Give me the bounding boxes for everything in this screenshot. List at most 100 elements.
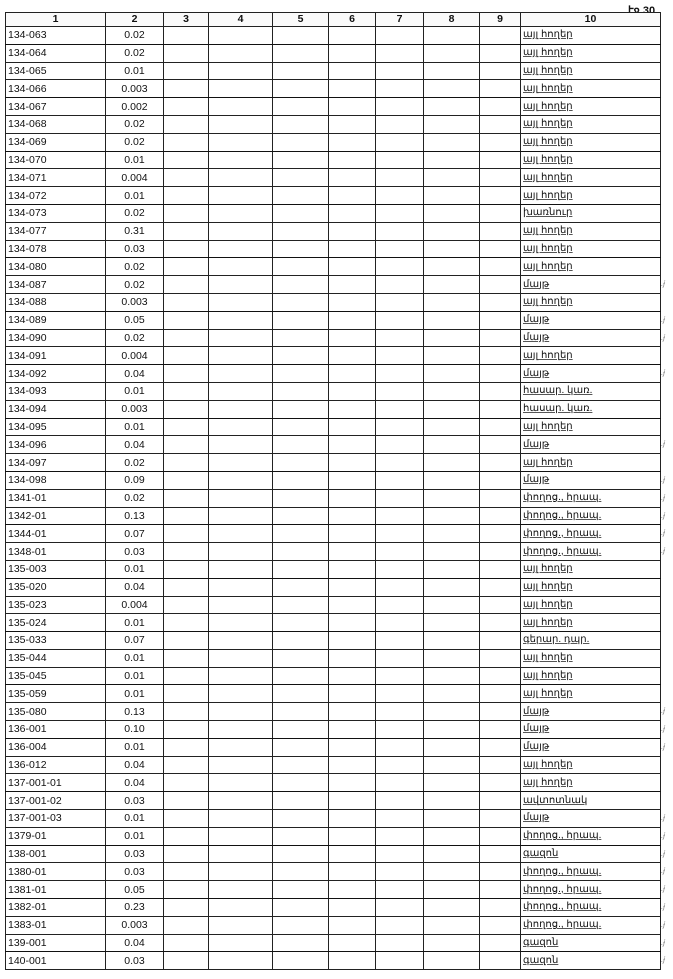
table-row: 137-001-03 0.01 մայթ xyxy=(5,809,661,828)
parcel-area: 0.002 xyxy=(105,97,164,116)
empty-cell xyxy=(163,702,209,722)
column-header-10: 10 xyxy=(520,12,661,27)
empty-cell xyxy=(423,435,480,455)
empty-cell xyxy=(328,310,376,330)
empty-cell xyxy=(479,61,521,81)
parcel-id: 1379-01 xyxy=(5,826,106,846)
empty-cell xyxy=(272,239,329,259)
empty-cell xyxy=(375,453,424,472)
empty-cell xyxy=(479,292,521,312)
parcel-id: 136-012 xyxy=(5,755,106,775)
empty-cell xyxy=(328,773,376,793)
table-row: 134-097 0.02 այլ հողեր xyxy=(5,453,661,472)
empty-cell xyxy=(423,648,480,668)
table-row: 1383-01 0.003 փողոց., հրապ. xyxy=(5,915,661,935)
empty-cell xyxy=(479,791,521,811)
empty-cell xyxy=(479,257,521,277)
handwritten-margin-mark: .ɉ xyxy=(661,724,665,733)
empty-cell xyxy=(163,310,209,330)
empty-cell xyxy=(163,221,209,241)
empty-cell xyxy=(163,399,209,419)
parcel-id: 134-096 xyxy=(5,435,106,455)
parcel-id: 134-078 xyxy=(5,239,106,259)
land-use: գերար. դպր. xyxy=(520,631,661,650)
empty-cell xyxy=(423,506,480,526)
land-use: այլ հողեր xyxy=(520,257,661,277)
empty-cell xyxy=(423,577,480,597)
land-use: այլ հողեր xyxy=(520,773,661,793)
empty-cell xyxy=(328,720,376,739)
empty-cell xyxy=(163,862,209,882)
empty-cell xyxy=(272,132,329,152)
parcel-id: 135-080 xyxy=(5,702,106,722)
empty-cell xyxy=(423,381,480,401)
empty-cell xyxy=(328,631,376,650)
land-use: այլ հողեր xyxy=(520,666,661,686)
empty-cell xyxy=(272,773,329,793)
empty-cell xyxy=(208,275,273,294)
parcel-area: 0.02 xyxy=(105,203,164,223)
empty-cell xyxy=(423,168,480,188)
parcel-area: 0.01 xyxy=(105,150,164,170)
parcel-area: 0.23 xyxy=(105,898,164,917)
table-row: 134-080 0.02 այլ հողեր xyxy=(5,257,661,277)
empty-cell xyxy=(375,26,424,45)
empty-cell xyxy=(375,381,424,401)
empty-cell xyxy=(479,559,521,579)
parcel-id: 135-059 xyxy=(5,684,106,704)
empty-cell xyxy=(272,826,329,846)
empty-cell xyxy=(328,26,376,45)
parcel-area: 0.04 xyxy=(105,577,164,597)
empty-cell xyxy=(163,666,209,686)
empty-cell xyxy=(479,417,521,437)
empty-cell xyxy=(375,417,424,437)
empty-cell xyxy=(479,862,521,882)
empty-cell xyxy=(423,880,480,900)
empty-cell xyxy=(328,951,376,971)
land-use: փողոց., հրապ. xyxy=(520,862,661,882)
empty-cell xyxy=(208,114,273,134)
empty-cell xyxy=(375,364,424,383)
empty-cell xyxy=(208,435,273,455)
empty-cell xyxy=(423,97,480,116)
land-use: խառնուր xyxy=(520,203,661,223)
empty-cell xyxy=(208,559,273,579)
empty-cell xyxy=(375,435,424,455)
land-use: գազոն xyxy=(520,951,661,971)
empty-cell xyxy=(328,150,376,170)
empty-cell xyxy=(208,364,273,383)
empty-cell xyxy=(208,150,273,170)
handwritten-margin-mark: .ɉ xyxy=(661,528,665,537)
empty-cell xyxy=(208,613,273,633)
parcel-area: 0.02 xyxy=(105,114,164,134)
empty-cell xyxy=(208,61,273,81)
parcel-id: 134-070 xyxy=(5,150,106,170)
table-row: 135-020 0.04 այլ հողեր xyxy=(5,577,661,597)
empty-cell xyxy=(328,257,376,277)
parcel-id: 1348-01 xyxy=(5,542,106,561)
empty-cell xyxy=(272,720,329,739)
empty-cell xyxy=(272,684,329,704)
empty-cell xyxy=(328,97,376,116)
empty-cell xyxy=(208,791,273,811)
parcel-id: 134-077 xyxy=(5,221,106,241)
parcel-area: 0.004 xyxy=(105,595,164,615)
parcel-id: 134-065 xyxy=(5,61,106,81)
empty-cell xyxy=(163,648,209,668)
land-use: մայթ xyxy=(520,328,661,348)
empty-cell xyxy=(423,666,480,686)
empty-cell xyxy=(272,26,329,45)
table-row: 134-077 0.31 այլ հողեր xyxy=(5,221,661,241)
parcel-area: 0.02 xyxy=(105,453,164,472)
empty-cell xyxy=(328,613,376,633)
empty-cell xyxy=(375,132,424,152)
parcel-id: 134-095 xyxy=(5,417,106,437)
empty-cell xyxy=(479,239,521,259)
land-use: փողոց., հրապ. xyxy=(520,488,661,508)
parcel-id: 139-001 xyxy=(5,933,106,953)
table-row: 134-068 0.02 այլ հողեր xyxy=(5,114,661,134)
empty-cell xyxy=(208,310,273,330)
table-row: 1381-01 0.05 փողոց., հրապ. xyxy=(5,880,661,900)
empty-cell xyxy=(479,684,521,704)
empty-cell xyxy=(208,186,273,205)
